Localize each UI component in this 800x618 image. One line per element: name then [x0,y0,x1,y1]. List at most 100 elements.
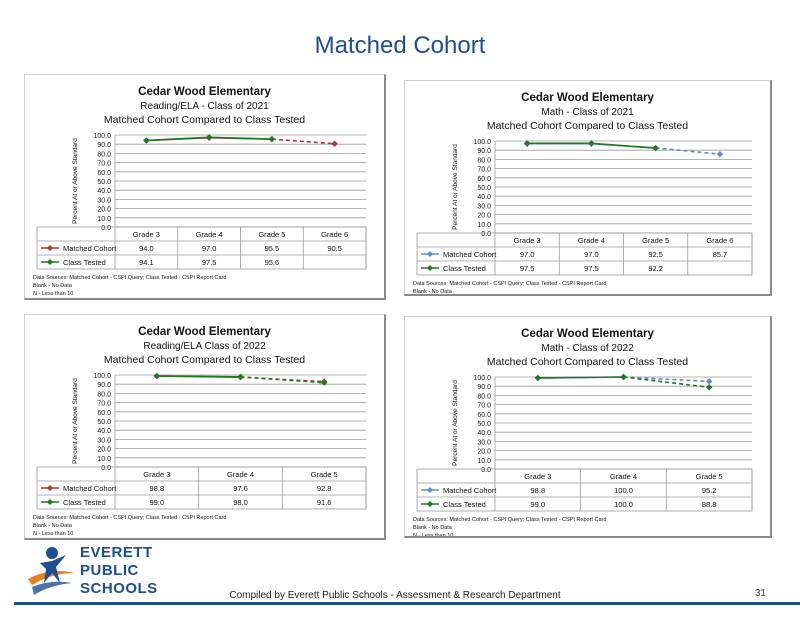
chart-note: N - Less than 10 [33,531,73,537]
legend-marker [47,259,53,265]
chart-subtitle-2: Matched Cohort Compared to Class Tested [104,114,305,126]
series-segment [655,147,720,155]
y-tick-label: 60.0 [97,170,111,177]
y-tick-label: 10.0 [477,222,491,229]
series-segment [537,376,624,379]
table-value: 97.0 [202,244,217,253]
y-tick-label: 10.0 [97,456,111,463]
data-point [320,379,328,386]
table-value: 98.8 [150,484,165,493]
data-point [716,150,724,158]
chart-panel-math-2022: Cedar Wood Elementary Math - Class of 202… [404,316,772,538]
table-value: 98.8 [531,486,546,495]
table-value: 95.5 [265,244,280,253]
data-point [652,144,659,152]
chart-panel-reading-2021: Cedar Wood Elementary Reading/ELA - Class… [24,74,386,300]
legend-label: Class Tested [443,500,486,509]
y-tick-label: 60.0 [97,410,111,417]
x-category-label: Grade 6 [321,230,348,239]
chart-note: Blank - No Data [413,525,453,531]
data-point [143,137,150,144]
legend-label: Matched Cohort [443,486,497,495]
y-tick-label: 30.0 [97,437,111,444]
series-segment [209,136,272,140]
data-point [205,134,213,141]
chart-note: Data Sources: Matched Cohort - CSPI Quer… [33,515,226,521]
y-tick-label: 40.0 [97,188,111,195]
chart-svg: Cedar Wood Elementary Math - Class of 202… [413,328,753,536]
logo-text-line-1: EVERETT [80,544,153,561]
y-tick-label: 0.0 [101,465,111,472]
x-category-label: Grade 3 [524,472,551,481]
y-axis-label: Percent At or Above Standard [72,138,79,224]
chart-note: Blank - No Data [413,289,453,294]
y-tick-label: 30.0 [97,197,111,204]
y-tick-label: 100.0 [93,133,111,140]
chart-note: Blank - No Data [33,523,73,529]
page-title: Matched Cohort [314,32,486,59]
x-category-label: Grade 3 [133,230,160,239]
y-tick-label: 20.0 [97,207,111,214]
page-number: 31 [754,588,766,599]
x-category-label: Grade 5 [696,472,723,481]
chart-subtitle: Reading/ELA Class of 2022 [143,341,266,352]
y-tick-label: 30.0 [477,203,491,210]
legend-marker [47,485,53,491]
table-value: 92.5 [648,250,663,259]
table-value: 91.6 [317,498,332,507]
y-tick-label: 40.0 [477,430,491,437]
legend-marker [427,501,433,507]
chart-svg: Cedar Wood Elementary Math - Class of 202… [413,92,753,294]
legend-marker [427,265,433,271]
y-tick-label: 60.0 [477,412,491,419]
chart-note: Data Sources: Matched Cohort - CSPI Quer… [33,275,226,281]
y-tick-label: 50.0 [477,421,491,428]
chart-subtitle: Reading/ELA - Class of 2021 [140,101,269,112]
y-axis-label: Percent At or Above Standard [452,144,459,230]
table-value: 88.8 [702,500,717,509]
legend-label: Matched Cohort [63,244,117,253]
x-category-label: Grade 4 [610,472,637,481]
y-tick-label: 90.0 [97,142,111,149]
x-category-label: Grade 5 [642,236,669,245]
table-value: 92.8 [317,484,332,493]
x-category-label: Grade 6 [706,236,733,245]
table-value: 97.0 [584,250,599,259]
table-value: 97.0 [520,250,535,259]
series-segment [623,376,710,389]
chart-subtitle: Math - Class of 2022 [541,343,634,354]
y-tick-label: 100.0 [473,375,491,382]
y-axis-label: Percent At or Above Standard [452,380,459,466]
table-value: 97.6 [233,484,248,493]
chart-title: Cedar Wood Elementary [521,92,654,104]
legend-label: Matched Cohort [443,250,497,259]
chart-note: N - Less than 10 [33,291,73,297]
footer-rule [14,602,800,605]
y-tick-label: 90.0 [477,384,491,391]
star-figure-icon [28,547,74,595]
y-tick-label: 50.0 [97,419,111,426]
series-segment [623,376,710,383]
chart-panel-math-2021: Cedar Wood Elementary Math - Class of 202… [404,80,772,296]
chart-subtitle: Math - Class of 2021 [541,107,634,118]
y-tick-label: 30.0 [477,439,491,446]
series-segment [271,138,335,145]
table-value: 97.5 [520,264,535,273]
table-value: 94.0 [139,244,154,253]
series-segment [240,376,325,384]
legend-label: Matched Cohort [63,484,117,493]
y-tick-label: 100.0 [473,139,491,146]
y-tick-label: 100.0 [93,373,111,380]
series-segment [240,376,325,383]
data-point [705,378,713,385]
y-tick-label: 70.0 [97,401,111,408]
chart-note: Data Sources: Matched Cohort - CSPI Quer… [413,517,606,523]
data-point [534,374,542,382]
footer-credit: Compiled by Everett Public Schools - Ass… [0,590,800,601]
chart-subtitle-2: Matched Cohort Compared to Class Tested [487,356,688,368]
y-tick-label: 10.0 [97,216,111,223]
y-tick-label: 80.0 [477,393,491,400]
data-point [523,140,531,147]
chart-note: Data Sources: Matched Cohort - CSPI Quer… [413,281,606,287]
chart-subtitle-2: Matched Cohort Compared to Class Tested [104,354,305,366]
